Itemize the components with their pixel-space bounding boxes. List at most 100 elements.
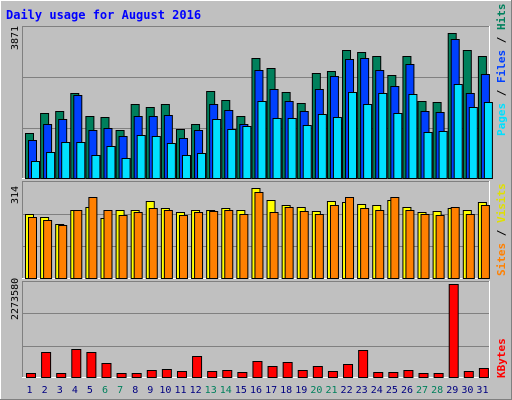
legend-kbytes: KBytes xyxy=(495,338,508,378)
hits-max-label: 3871 xyxy=(10,26,21,50)
sites-bar xyxy=(28,217,37,279)
sites-bar xyxy=(118,215,128,279)
kbytes-bar xyxy=(116,373,127,378)
kbytes-max-label: 2273580 xyxy=(10,278,21,320)
x-axis-label: 24 xyxy=(371,385,383,396)
pages-bar xyxy=(151,136,161,179)
kbytes-bar xyxy=(41,352,52,378)
kbytes-bar xyxy=(327,371,338,378)
kbytes-bar xyxy=(478,368,489,378)
x-axis-label: 26 xyxy=(401,385,413,396)
kbytes-bar xyxy=(297,370,308,378)
pages-bar xyxy=(212,119,222,179)
kbytes-bar xyxy=(388,372,399,378)
pages-bar xyxy=(317,114,327,179)
legend-sep-3: / xyxy=(495,223,508,243)
legend-visits: Visits xyxy=(495,183,508,223)
x-axis-label: 5 xyxy=(87,385,93,396)
sites-bar xyxy=(480,205,490,279)
visits-panel-legend: Sites / Visits xyxy=(495,183,508,276)
pages-bar xyxy=(468,107,478,179)
x-axis-label: 11 xyxy=(174,385,186,396)
sites-bar xyxy=(73,210,83,279)
x-axis-label: 10 xyxy=(159,385,171,396)
kbytes-bar xyxy=(131,373,142,378)
kbytes-bar xyxy=(282,362,293,378)
legend-sep-2: / xyxy=(495,30,508,50)
legend-files: Files xyxy=(495,50,508,83)
pages-bar xyxy=(31,161,40,179)
sites-bar xyxy=(390,197,400,279)
pages-bar xyxy=(91,155,101,179)
sites-bar xyxy=(209,211,219,279)
sites-bar xyxy=(88,197,98,279)
pages-bar xyxy=(46,152,56,179)
x-axis-label: 4 xyxy=(72,385,78,396)
kbytes-bar xyxy=(86,352,97,378)
hits-files-pages-panel xyxy=(22,26,493,179)
kbytes-bar xyxy=(56,373,67,378)
kbytes-bar xyxy=(448,284,459,378)
pages-bar xyxy=(378,93,388,179)
kbytes-bar xyxy=(237,372,248,378)
kbytes-panel-legend: KBytes xyxy=(495,338,508,378)
kbytes-bar xyxy=(312,366,323,378)
sites-bar xyxy=(420,214,430,279)
x-axis-label: 3 xyxy=(57,385,63,396)
x-axis-label: 31 xyxy=(476,385,488,396)
sites-bar xyxy=(405,210,415,279)
kbytes-bar xyxy=(403,370,414,378)
kbytes-bar xyxy=(222,370,233,378)
pages-bar xyxy=(438,131,448,179)
sites-bar xyxy=(254,192,264,279)
kbytes-bar xyxy=(358,350,369,378)
kbytes-bar xyxy=(146,370,157,378)
x-axis-label: 21 xyxy=(325,385,337,396)
x-axis-label: 23 xyxy=(356,385,368,396)
pages-bar xyxy=(348,92,358,179)
x-axis-label: 27 xyxy=(416,385,428,396)
pages-bar xyxy=(76,142,86,179)
sites-bar xyxy=(269,212,279,279)
pages-bar xyxy=(61,142,71,179)
sites-bar xyxy=(314,214,324,279)
x-axis-label: 14 xyxy=(220,385,232,396)
sites-bar xyxy=(239,214,249,279)
x-axis-label: 19 xyxy=(295,385,307,396)
sites-bar xyxy=(194,212,204,279)
x-axis-label: 7 xyxy=(117,385,123,396)
sites-bar xyxy=(375,210,385,279)
pages-bar xyxy=(483,102,493,179)
kbytes-bar xyxy=(71,349,82,378)
legend-pages: Pages xyxy=(495,103,508,136)
x-axis-label: 20 xyxy=(310,385,322,396)
pages-bar xyxy=(197,153,207,179)
sites-bar xyxy=(43,220,53,279)
sites-bar xyxy=(299,211,309,279)
pages-bar xyxy=(121,158,131,179)
kbytes-bar xyxy=(207,371,218,378)
kbytes-bar xyxy=(192,356,203,378)
kbytes-bar xyxy=(373,372,384,378)
sites-bar xyxy=(284,207,294,279)
x-axis-label: 17 xyxy=(265,385,277,396)
sites-bar xyxy=(465,214,475,279)
sites-bar xyxy=(450,207,460,279)
kbytes-bar xyxy=(343,364,354,378)
x-axis-label: 6 xyxy=(102,385,108,396)
pages-bar xyxy=(136,135,146,179)
pages-bar xyxy=(393,113,403,179)
x-axis-label: 15 xyxy=(235,385,247,396)
x-axis-label: 25 xyxy=(386,385,398,396)
pages-bar xyxy=(332,117,342,179)
visits-sites-panel xyxy=(22,181,490,279)
x-axis-label: 30 xyxy=(461,385,473,396)
x-axis-day-labels: 1 2 3 4 5 6 7 8 9 10 11 12 13 14 15 16 17 18 19 20 21 22 23 24 2… xyxy=(27,385,489,396)
pages-bar xyxy=(227,129,237,179)
pages-bar xyxy=(257,101,267,179)
legend-sites: Sites xyxy=(495,243,508,276)
x-axis-label: 2 xyxy=(42,385,48,396)
sites-bar xyxy=(360,208,370,279)
x-axis-label: 18 xyxy=(280,385,292,396)
pages-bar xyxy=(302,125,312,179)
